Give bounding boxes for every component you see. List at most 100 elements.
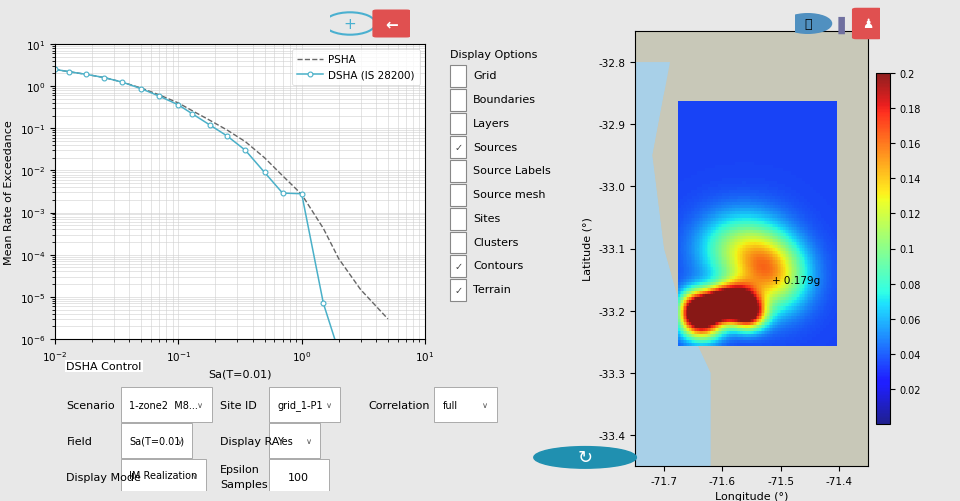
Polygon shape bbox=[635, 63, 710, 466]
Text: ∨: ∨ bbox=[305, 436, 312, 445]
DSHA (IS 28200) bbox=[98, 75, 109, 81]
Text: ∨: ∨ bbox=[178, 436, 183, 445]
PSHA bbox=[154, 93, 165, 99]
DSHA (IS 28200) bbox=[154, 94, 165, 100]
Text: 🌍: 🌍 bbox=[804, 18, 811, 31]
Bar bbox=[450, 90, 467, 111]
Legend: PSHA, DSHA (IS 28200): PSHA, DSHA (IS 28200) bbox=[292, 50, 420, 86]
Y-axis label: Latitude (°): Latitude (°) bbox=[583, 217, 592, 281]
DSHA (IS 28200) bbox=[259, 170, 271, 176]
Polygon shape bbox=[653, 32, 869, 466]
Text: 100: 100 bbox=[288, 471, 309, 481]
Text: ✓: ✓ bbox=[454, 286, 462, 296]
Bar bbox=[450, 280, 467, 301]
Text: Display Options: Display Options bbox=[450, 50, 538, 60]
FancyBboxPatch shape bbox=[121, 387, 212, 422]
Text: ∨: ∨ bbox=[325, 400, 331, 409]
PSHA bbox=[318, 226, 329, 232]
Text: ✓: ✓ bbox=[454, 262, 462, 272]
PSHA bbox=[173, 101, 184, 107]
Text: ∨: ∨ bbox=[482, 400, 489, 409]
Text: +: + bbox=[344, 17, 356, 32]
Circle shape bbox=[784, 15, 831, 34]
FancyBboxPatch shape bbox=[269, 387, 340, 422]
PSHA bbox=[259, 155, 271, 161]
Text: ∨: ∨ bbox=[192, 471, 198, 480]
DSHA (IS 28200) bbox=[63, 70, 75, 76]
Y-axis label: Mean Rate of Exceedance: Mean Rate of Exceedance bbox=[4, 120, 14, 265]
PSHA bbox=[355, 287, 367, 293]
FancyBboxPatch shape bbox=[434, 387, 496, 422]
Text: Source mesh: Source mesh bbox=[473, 190, 545, 200]
DSHA (IS 28200) bbox=[81, 72, 92, 78]
DSHA (IS 28200) bbox=[116, 80, 128, 86]
PSHA bbox=[81, 72, 92, 78]
Circle shape bbox=[534, 447, 636, 468]
PSHA bbox=[186, 109, 198, 115]
FancyBboxPatch shape bbox=[269, 423, 320, 458]
PSHA bbox=[222, 128, 233, 134]
DSHA (IS 28200) bbox=[49, 67, 60, 73]
Text: ←: ← bbox=[385, 17, 398, 32]
DSHA (IS 28200) bbox=[222, 134, 233, 140]
Bar bbox=[450, 256, 467, 278]
Text: Contours: Contours bbox=[473, 261, 523, 271]
Text: Samples: Samples bbox=[220, 479, 268, 489]
Text: grid_1-P1: grid_1-P1 bbox=[277, 399, 323, 410]
DSHA (IS 28200) bbox=[240, 148, 252, 154]
Text: full: full bbox=[443, 400, 458, 410]
DSHA (IS 28200) bbox=[276, 191, 288, 197]
Bar bbox=[450, 137, 467, 159]
PSHA bbox=[63, 70, 75, 76]
Bar bbox=[450, 232, 467, 254]
Text: Scenario: Scenario bbox=[66, 400, 115, 410]
DSHA (IS 28200) bbox=[318, 301, 329, 307]
Text: Sources: Sources bbox=[473, 142, 517, 152]
Text: 1-zone2  M8...: 1-zone2 M8... bbox=[129, 400, 198, 410]
Line: DSHA (IS 28200): DSHA (IS 28200) bbox=[53, 68, 341, 354]
Text: Terrain: Terrain bbox=[473, 285, 511, 295]
Text: ✓: ✓ bbox=[454, 143, 462, 153]
DSHA (IS 28200) bbox=[333, 349, 345, 355]
DSHA (IS 28200) bbox=[186, 112, 198, 118]
FancyBboxPatch shape bbox=[121, 423, 192, 458]
Text: ▐: ▐ bbox=[831, 16, 844, 34]
Text: Yes: Yes bbox=[277, 436, 293, 446]
Bar bbox=[450, 161, 467, 182]
Text: + 0.179g: + 0.179g bbox=[772, 275, 821, 285]
Text: Layers: Layers bbox=[473, 119, 510, 129]
Text: Clusters: Clusters bbox=[473, 237, 518, 247]
PSHA bbox=[240, 139, 252, 145]
Text: ♟: ♟ bbox=[862, 18, 873, 31]
FancyBboxPatch shape bbox=[121, 459, 206, 491]
PSHA bbox=[116, 80, 128, 86]
Text: Display RA: Display RA bbox=[220, 436, 279, 446]
Text: Grid: Grid bbox=[473, 71, 496, 81]
Text: ↻: ↻ bbox=[578, 448, 592, 466]
Text: Epsilon: Epsilon bbox=[220, 464, 260, 474]
PSHA bbox=[333, 257, 345, 263]
FancyBboxPatch shape bbox=[852, 9, 882, 40]
Bar bbox=[450, 185, 467, 206]
Bar bbox=[450, 208, 467, 230]
Text: Correlation: Correlation bbox=[369, 400, 430, 410]
Bar bbox=[450, 66, 467, 88]
Text: ∨: ∨ bbox=[198, 400, 204, 409]
Text: Site ID: Site ID bbox=[220, 400, 257, 410]
PSHA bbox=[296, 192, 307, 198]
Text: Boundaries: Boundaries bbox=[473, 95, 536, 105]
Text: Sa(T=0.01): Sa(T=0.01) bbox=[129, 436, 184, 446]
PSHA bbox=[98, 75, 109, 81]
Text: Sites: Sites bbox=[473, 213, 500, 223]
FancyBboxPatch shape bbox=[372, 11, 411, 39]
Text: IM Realization: IM Realization bbox=[129, 470, 198, 480]
DSHA (IS 28200) bbox=[173, 103, 184, 109]
DSHA (IS 28200) bbox=[204, 123, 216, 129]
DSHA (IS 28200) bbox=[135, 87, 147, 93]
PSHA bbox=[204, 118, 216, 124]
DSHA (IS 28200) bbox=[296, 191, 307, 197]
Line: PSHA: PSHA bbox=[55, 70, 388, 319]
Text: Field: Field bbox=[66, 436, 92, 446]
PSHA bbox=[276, 173, 288, 179]
Text: Source Labels: Source Labels bbox=[473, 166, 551, 176]
